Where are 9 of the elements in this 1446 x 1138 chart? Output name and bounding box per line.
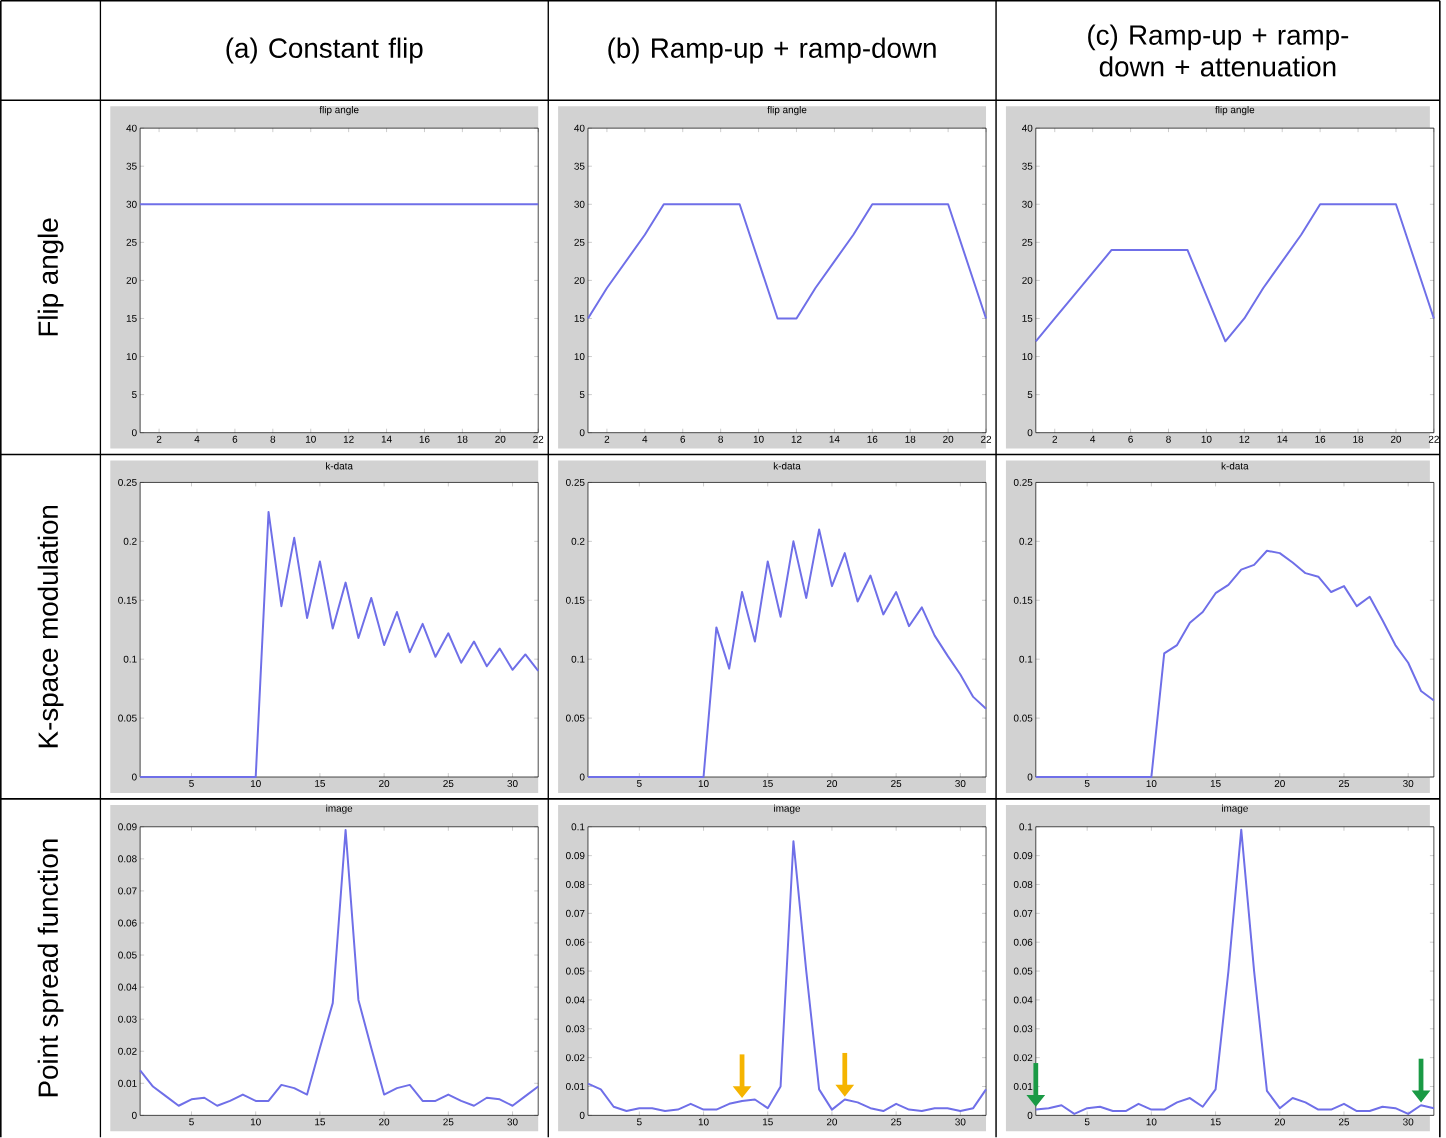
line-series: [586, 840, 988, 1113]
text: (b) Ramp-up + ramp-down: [608, 37, 936, 64]
line-series: [139, 828, 540, 1107]
text: (a) Constant flip: [226, 37, 423, 64]
text: (c) Ramp-up + ramp-down + attenuation: [1088, 24, 1349, 77]
text: Flip angle: [37, 218, 64, 336]
text: Point spread function: [37, 839, 64, 1097]
line-series: [1034, 828, 1435, 1115]
text: K-space modulation: [37, 505, 64, 748]
